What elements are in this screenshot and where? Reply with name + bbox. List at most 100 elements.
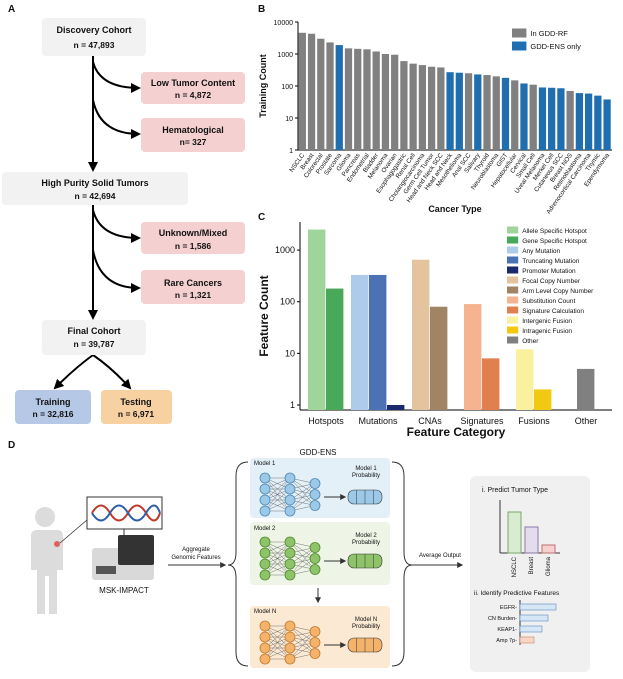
illustration-bar (519, 636, 535, 644)
box-count: n = 4,872 (175, 90, 211, 100)
sequencer-top (118, 535, 154, 565)
output-label: NSCLC (512, 556, 518, 577)
box (141, 270, 245, 304)
legend-label: Promoter Mutation (522, 268, 576, 275)
legend-swatch (507, 236, 519, 244)
bar (326, 288, 344, 410)
legend-label: Focal Copy Number (522, 278, 581, 285)
illustration-bar (524, 526, 539, 554)
bar (400, 61, 408, 150)
y-tick-label: 1000 (277, 52, 293, 59)
y-tick-label: 10000 (274, 20, 294, 27)
arrow (92, 209, 141, 243)
box (42, 18, 146, 56)
legend-swatch (507, 306, 519, 314)
net-node (284, 631, 296, 643)
x-axis-label: Cancer Type (428, 204, 481, 214)
bar (430, 306, 448, 410)
panel-label: C (258, 212, 265, 223)
legend-swatch (507, 246, 519, 254)
dna-strand (91, 504, 161, 522)
bar (317, 38, 325, 151)
net-node (309, 626, 321, 637)
prob-label: Model 2 (355, 533, 377, 539)
bar (412, 259, 430, 410)
box-count: n = 6,971 (118, 409, 154, 419)
bar (409, 63, 417, 150)
net-node (284, 558, 296, 570)
panel-label: B (258, 4, 265, 15)
y-tick-label: 100 (280, 297, 295, 307)
legend-swatch (507, 266, 519, 274)
feature-label: CN Burden- (488, 616, 517, 622)
bar (566, 90, 574, 150)
bar (575, 93, 584, 150)
net-node (309, 648, 321, 659)
prob-label: Model 1 (355, 466, 377, 472)
prob-label: Probability (352, 624, 380, 630)
legend-label: Truncating Mutation (522, 258, 580, 265)
ensemble-label: GDD-ENS (300, 448, 337, 457)
legend-label: Intragenic Fusion (522, 328, 572, 335)
legend-label: Gene Specific Hotspot (522, 238, 587, 245)
bar (492, 76, 500, 150)
output-label: Glioma (546, 556, 552, 576)
bar (534, 389, 552, 410)
net-node (284, 505, 296, 517)
legend-swatch (507, 226, 519, 234)
bar (516, 349, 534, 410)
bar (594, 95, 602, 150)
net-node (284, 620, 296, 632)
legend-swatch (507, 256, 519, 264)
net-node (284, 642, 296, 654)
bar (387, 404, 405, 410)
box (141, 118, 245, 152)
panel-label: D (8, 440, 15, 451)
aggregate-label: Genomic Features (171, 555, 220, 561)
bar (308, 229, 326, 410)
net-node (259, 483, 271, 495)
y-tick-label: 1 (289, 148, 293, 155)
arrow (92, 99, 141, 139)
net-node (284, 494, 296, 506)
net-edge (264, 625, 291, 649)
box-title: Rare Cancers (164, 278, 222, 288)
box-count: n= 327 (180, 137, 207, 147)
net-edge (289, 483, 316, 512)
bar (520, 83, 528, 150)
x-tick-label: Hotspots (308, 416, 344, 426)
prob-label: Probability (352, 473, 380, 479)
illustration-bar (519, 614, 549, 622)
legend-swatch (507, 286, 519, 294)
brace (391, 461, 413, 667)
prob-label: Probability (352, 540, 380, 546)
bar (474, 74, 482, 150)
legend-label: Signature Calculation (522, 308, 584, 315)
y-axis-label: Feature Count (257, 275, 271, 356)
net-node (309, 489, 321, 500)
feature-label: EGFR- (500, 605, 517, 611)
legend-swatch (507, 296, 519, 304)
box-title: Training (35, 397, 70, 407)
net-edge (264, 625, 291, 660)
net-node (309, 542, 321, 553)
net-node (259, 642, 271, 654)
net-node (309, 500, 321, 511)
bar (529, 84, 537, 150)
net-node (259, 631, 271, 643)
bar (548, 87, 556, 150)
box (15, 390, 91, 424)
bar (372, 51, 380, 150)
legend-swatch (507, 316, 519, 324)
y-tick-label: 1000 (275, 245, 295, 255)
box-title: High Purity Solid Tumors (41, 178, 148, 188)
legend-swatch (507, 336, 519, 344)
net-edge (264, 541, 291, 565)
net-node (284, 483, 296, 495)
net-edge (264, 477, 291, 512)
illustration-bar (519, 603, 557, 611)
net-node (284, 536, 296, 548)
average-label: Average Output (419, 553, 461, 559)
x-axis-label: Feature Category (407, 425, 506, 439)
output-title: i. Predict Tumor Type (482, 487, 548, 494)
